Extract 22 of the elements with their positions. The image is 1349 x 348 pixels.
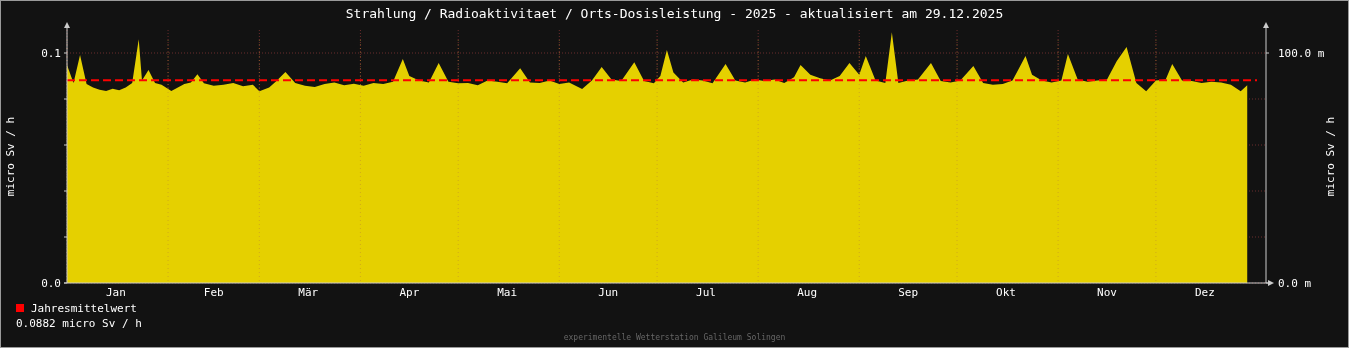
y2-tick-label: 100.0 m (1278, 47, 1325, 60)
x-tick-label: Jul (696, 286, 716, 299)
legend-label: Jahresmittelwert (31, 302, 137, 315)
x-tick-label: Aug (797, 286, 818, 299)
x-tick-label: Mai (497, 286, 518, 299)
y2-tick-label: 0.0 m (1278, 277, 1312, 290)
x-tick-label: Nov (1097, 286, 1118, 299)
text: 0.0882 micro Sv / h (16, 317, 142, 330)
x-tick-label: Mär (298, 286, 319, 299)
text: experimentelle Wetterstation Galileum Solingen (563, 333, 786, 342)
x-tick-label: Sep (898, 286, 919, 299)
y-tick-label: 0.0 (41, 277, 61, 290)
x-tick-label: Apr (399, 286, 420, 299)
y-axis-title: micro Sv / h (4, 116, 17, 197)
y-tick-label: 0.1 (41, 47, 61, 60)
x-tick-label: Jan (105, 286, 126, 299)
x-tick-label: Okt (996, 286, 1016, 299)
x-tick-label: Dez (1194, 286, 1215, 299)
x-tick-label: Jun (598, 286, 619, 299)
x-tick-label: Feb (203, 286, 224, 299)
chart-title: Strahlung / Radioaktivitaet / Orts-Dosisleistung - 2025 - aktualisiert am 29.12.2025 (345, 6, 1004, 21)
y2-axis-title: micro Sv / h (1324, 116, 1337, 197)
